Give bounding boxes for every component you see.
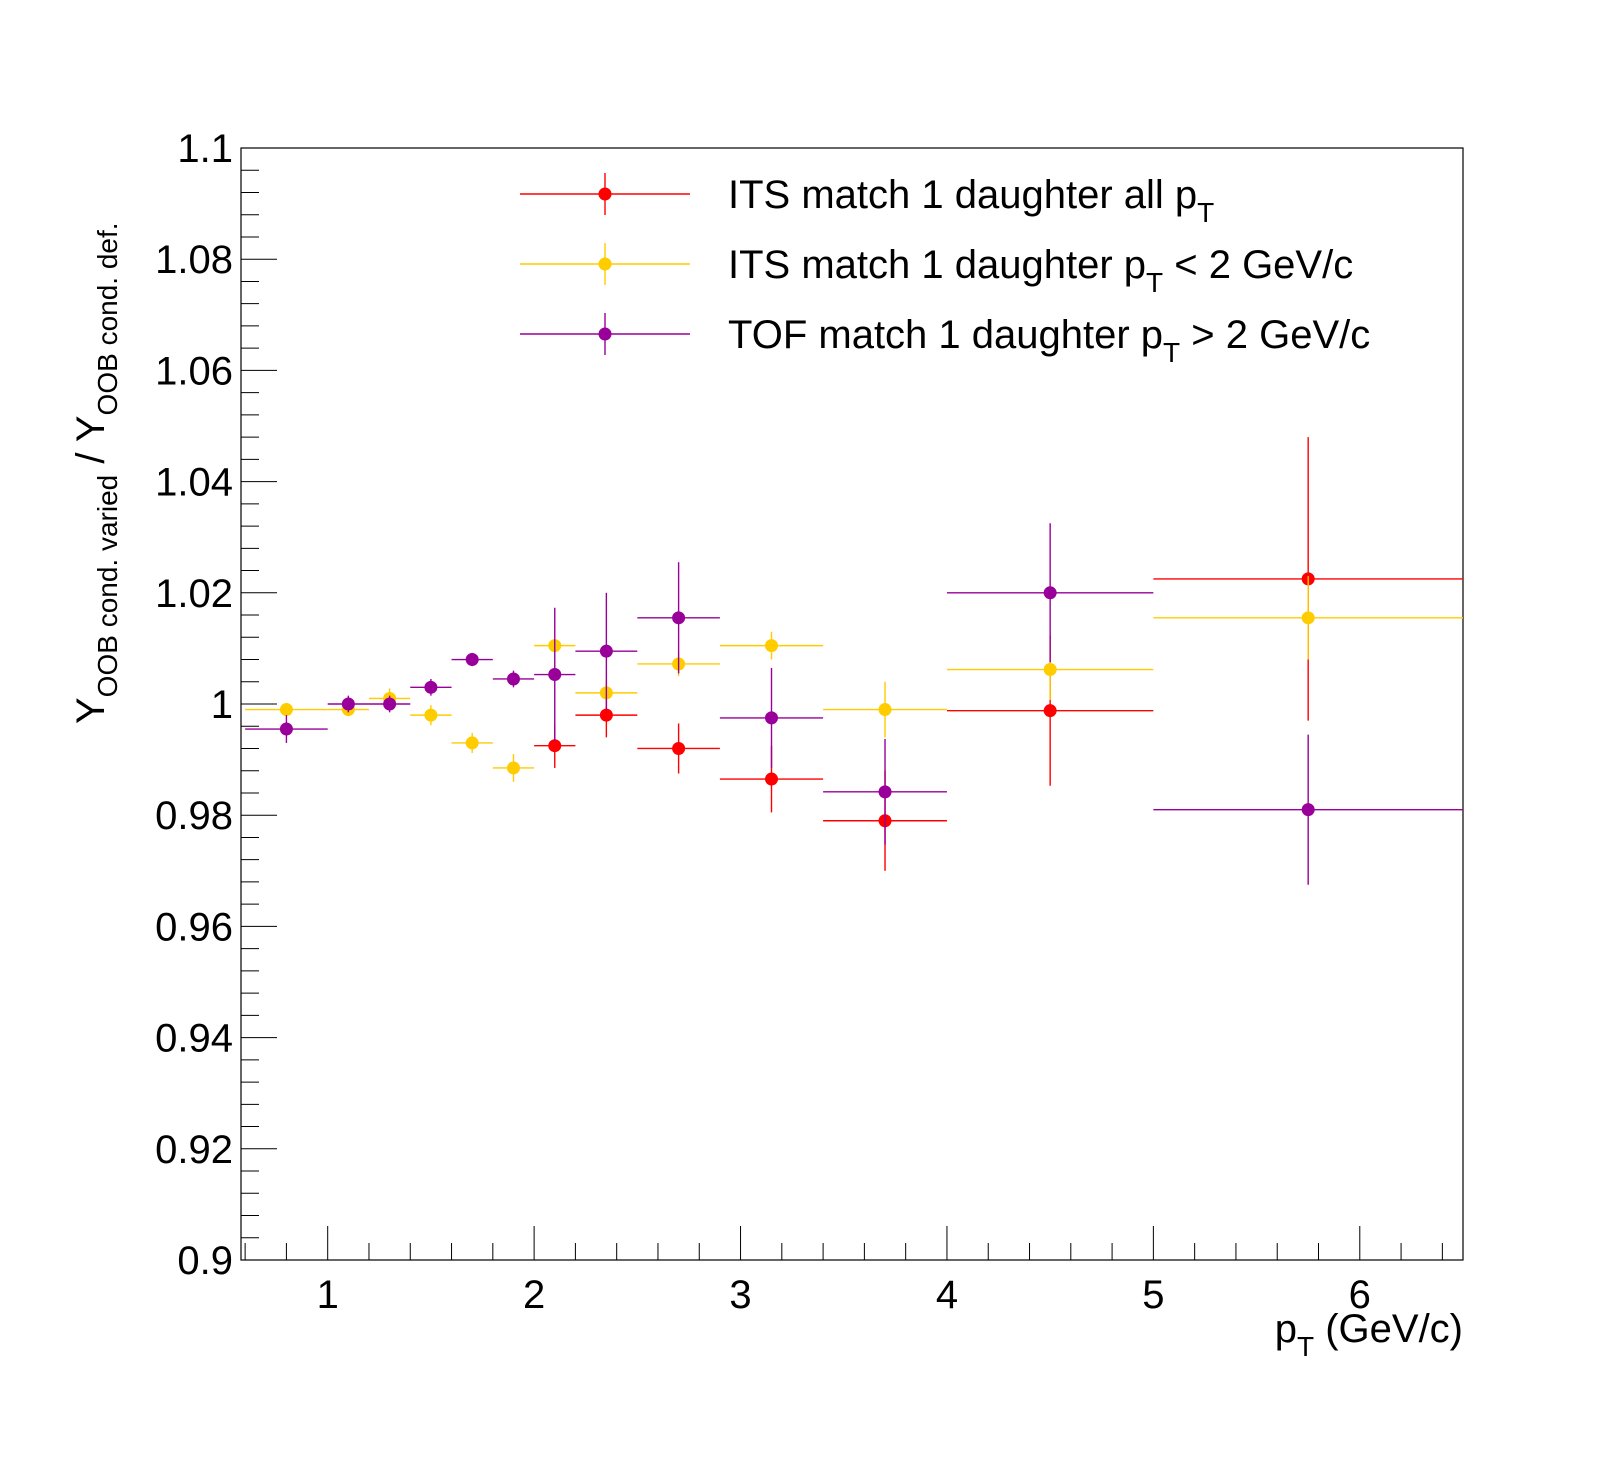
series-2 [245,576,1463,782]
legend-marker [598,327,612,341]
y-tick-label: 0.92 [155,1128,233,1172]
data-point [506,761,520,775]
series-1 [534,437,1463,871]
legend-marker [598,257,612,271]
x-tick-label: 1 [317,1273,339,1317]
y-tick-label: 1 [211,683,233,727]
data-point [599,644,613,658]
x-tick-label: 6 [1349,1273,1371,1317]
legend-item-3: TOF match 1 daughter pT > 2 GeV/c [520,313,1370,368]
data-point [1043,704,1057,718]
legend-item-2: ITS match 1 daughter pT < 2 GeV/c [520,243,1353,298]
legend: ITS match 1 daughter all pT ITS match 1 d… [520,173,1370,368]
data-point [1043,663,1057,677]
x-tick-label: 2 [523,1273,545,1317]
x-tick-label: 4 [936,1273,958,1317]
y-tick-label: 0.98 [155,794,233,838]
y-tick-label: 1.1 [177,127,233,171]
data-point [548,739,562,753]
legend-label: ITS match 1 daughter pT < 2 GeV/c [728,243,1353,298]
data-point [506,672,520,686]
data-point [1043,586,1057,600]
y-tick-label: 0.96 [155,905,233,949]
data-point [279,703,293,717]
data-point [878,785,892,799]
y-tick-label: 0.94 [155,1017,233,1061]
data-point [878,703,892,717]
legend-label: TOF match 1 daughter pT > 2 GeV/c [728,313,1370,368]
data-point [764,639,778,653]
y-axis-label: YOOB cond. varied / YOOB cond. def. [69,222,123,724]
x-tick-label: 5 [1142,1273,1164,1317]
data-point [599,708,613,722]
data-point [548,668,562,682]
data-point [1301,611,1315,625]
series-3 [245,523,1463,885]
data-point [424,708,438,722]
legend-label: ITS match 1 daughter all pT [728,173,1214,228]
y-tick-label: 0.9 [177,1239,233,1283]
data-point [341,697,355,711]
data-point [465,653,479,667]
legend-item-1: ITS match 1 daughter all pT [520,173,1214,228]
data-point [465,736,479,750]
data-point [764,711,778,725]
x-tick-label: 3 [729,1273,751,1317]
axis-ticks [241,147,1443,1261]
data-point [279,722,293,736]
data-series [245,437,1463,885]
data-point [672,741,686,755]
y-tick-label: 1.02 [155,572,233,616]
data-point [764,772,778,786]
data-point [1301,803,1315,817]
y-tick-label: 1.04 [155,461,233,505]
legend-marker [598,187,612,201]
x-axis-label: pT (GeV/c) [1275,1307,1463,1362]
tick-labels: 0.9 0.92 0.94 0.96 0.98 1 1.02 1.04 1.06 1.08 1.1 1… [155,127,1371,1317]
data-point [383,697,397,711]
y-tick-label: 1.08 [155,238,233,282]
y-tick-label: 1.06 [155,349,233,393]
data-point [672,611,686,625]
data-point [424,680,438,694]
